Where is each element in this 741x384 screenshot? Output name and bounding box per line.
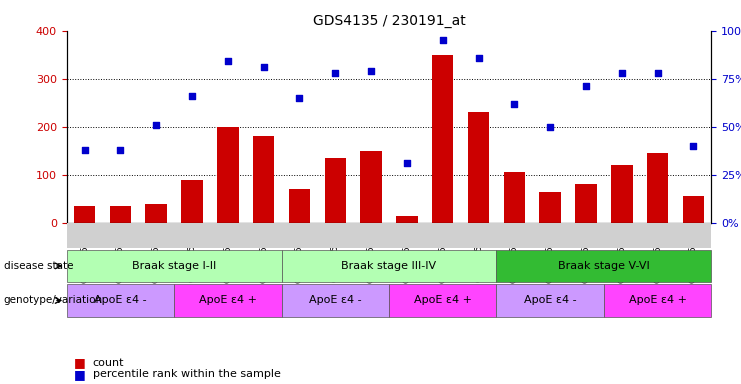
Point <box>150 122 162 128</box>
Point <box>293 95 305 101</box>
Text: ■: ■ <box>74 368 86 381</box>
Text: ApoE ε4 +: ApoE ε4 + <box>199 295 257 306</box>
Text: ApoE ε4 -: ApoE ε4 - <box>524 295 576 306</box>
Point <box>652 70 664 76</box>
Point <box>401 160 413 166</box>
Bar <box>468 113 489 223</box>
Point <box>186 93 198 99</box>
Bar <box>325 158 346 223</box>
Bar <box>360 151 382 223</box>
Bar <box>217 127 239 223</box>
Bar <box>682 196 704 223</box>
Bar <box>182 180 203 223</box>
Text: ■: ■ <box>74 356 86 369</box>
Point <box>258 64 270 70</box>
Point <box>365 68 377 74</box>
Point <box>545 124 556 130</box>
Text: ApoE ε4 -: ApoE ε4 - <box>94 295 147 306</box>
Point <box>222 58 234 65</box>
Bar <box>575 184 597 223</box>
Point <box>616 70 628 76</box>
Point <box>508 101 520 107</box>
Point <box>580 83 592 89</box>
Bar <box>539 192 561 223</box>
Bar <box>253 136 274 223</box>
Point <box>473 55 485 61</box>
Point <box>114 147 126 153</box>
Bar <box>110 206 131 223</box>
Text: ApoE ε4 +: ApoE ε4 + <box>628 295 687 306</box>
Bar <box>145 204 167 223</box>
Point <box>329 70 341 76</box>
Bar <box>611 165 633 223</box>
Text: ApoE ε4 -: ApoE ε4 - <box>309 295 362 306</box>
Text: ApoE ε4 +: ApoE ε4 + <box>413 295 472 306</box>
Text: disease state: disease state <box>4 261 73 271</box>
Text: Braak stage V-VI: Braak stage V-VI <box>558 261 650 271</box>
Point <box>79 147 90 153</box>
Text: Braak stage I-II: Braak stage I-II <box>132 261 216 271</box>
Point <box>437 37 449 43</box>
Bar <box>74 206 96 223</box>
Bar <box>289 189 310 223</box>
Text: genotype/variation: genotype/variation <box>4 295 103 306</box>
Bar <box>396 215 418 223</box>
Text: percentile rank within the sample: percentile rank within the sample <box>93 369 281 379</box>
Text: Braak stage III-IV: Braak stage III-IV <box>342 261 436 271</box>
Title: GDS4135 / 230191_at: GDS4135 / 230191_at <box>313 14 465 28</box>
Bar <box>504 172 525 223</box>
Point <box>688 143 700 149</box>
Bar <box>647 153 668 223</box>
Bar <box>432 55 453 223</box>
Text: count: count <box>93 358 124 368</box>
